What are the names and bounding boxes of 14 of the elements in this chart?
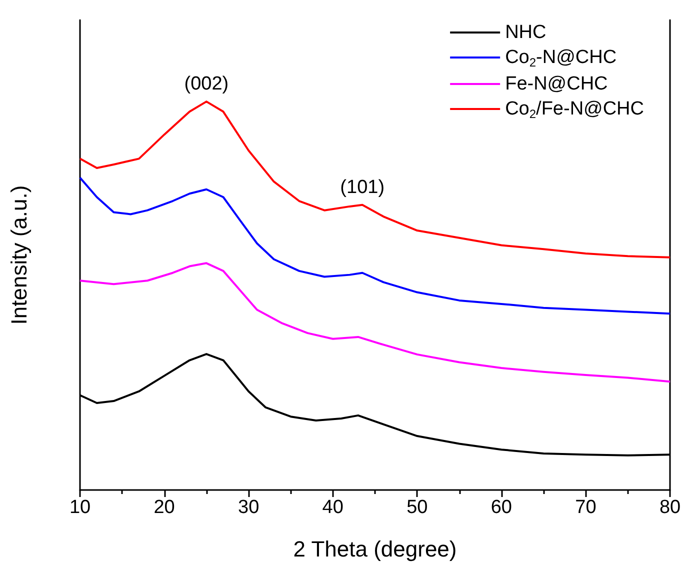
x-axis-title: 2 Theta (degree) — [293, 536, 457, 562]
x-tick-label: 30 — [238, 497, 260, 518]
legend-label: Fe-N@CHC — [505, 74, 608, 94]
x-tick-label: 60 — [490, 497, 512, 518]
x-tick-label: 50 — [406, 497, 428, 518]
annotation: (002) — [184, 74, 229, 95]
y-axis-title: Intensity (a.u.) — [6, 185, 32, 325]
legend-label: NHC — [505, 22, 546, 43]
x-tick-label: 70 — [575, 497, 596, 518]
x-tick-label: 80 — [659, 497, 681, 518]
x-tick-label: 40 — [322, 497, 344, 518]
x-tick-label: 10 — [69, 497, 91, 518]
annotation: (101) — [340, 176, 385, 198]
x-tick-label: 20 — [154, 497, 175, 518]
